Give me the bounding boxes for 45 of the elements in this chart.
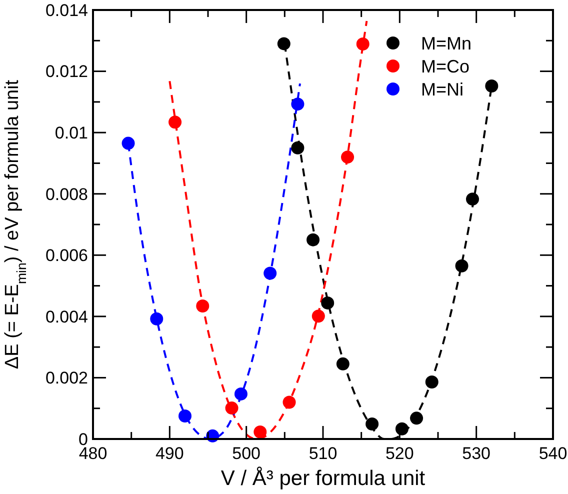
x-tick-label: 540 [538, 444, 568, 463]
y-tick-label: 0.014 [45, 0, 88, 20]
point [485, 79, 498, 92]
point [150, 312, 164, 326]
y-tick-label: 0.008 [45, 184, 88, 204]
y-tick-label: 0.01 [54, 124, 88, 143]
point [196, 300, 210, 313]
y-tick-label: 0.004 [45, 307, 88, 326]
point [234, 387, 248, 400]
point [291, 98, 304, 111]
point [425, 376, 438, 389]
point [264, 266, 277, 280]
point [277, 37, 290, 50]
point [410, 412, 424, 425]
legend-label: M=Ni [421, 79, 464, 100]
point [312, 310, 325, 323]
point [254, 425, 267, 438]
x-tick-label: 520 [385, 444, 414, 463]
point [336, 357, 350, 370]
legend-label: M=Co [421, 56, 470, 76]
x-tick-label: 500 [232, 444, 261, 463]
point [466, 192, 479, 206]
point [178, 410, 192, 423]
y-tick-label: 0.006 [45, 246, 88, 266]
x-tick-label: 530 [462, 444, 491, 463]
point [306, 233, 320, 246]
point [356, 38, 370, 51]
point [321, 296, 334, 310]
point [341, 150, 354, 164]
point [395, 422, 408, 436]
point [455, 259, 468, 272]
point [366, 417, 379, 430]
point [122, 136, 135, 150]
x-tick-label: 480 [78, 444, 108, 463]
line-series [168, 20, 368, 440]
y-tick-label: 0.012 [45, 62, 88, 82]
point [168, 116, 182, 129]
legend-label: M=Mn [421, 33, 472, 54]
x-tick-label: 490 [155, 444, 184, 463]
point [282, 396, 296, 409]
point [291, 141, 304, 154]
y-tick-label: 0.002 [45, 368, 88, 388]
x-axis-title: V / Å³ per formula unit [220, 466, 426, 490]
point [225, 402, 238, 415]
x-tick-label: 510 [308, 444, 338, 463]
